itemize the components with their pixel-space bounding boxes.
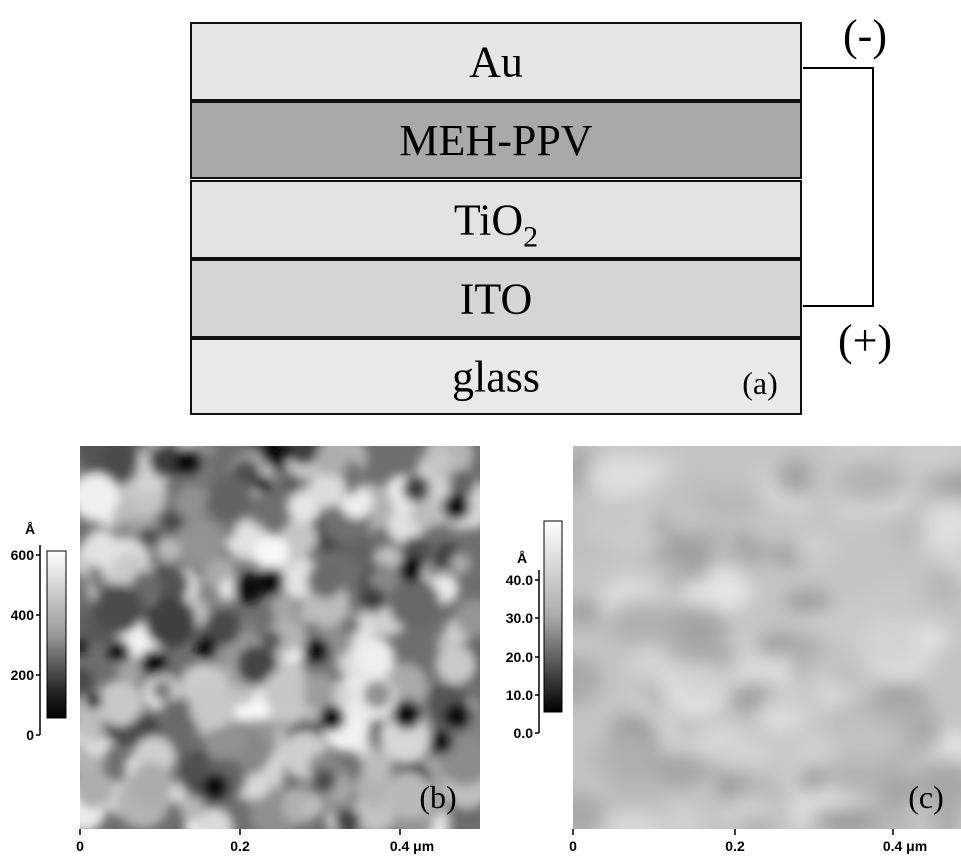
layer-name: ITO bbox=[460, 275, 533, 324]
figure: Au MEH-PPV TiO2 ITO glass (-) (+) (a) (b) (c… bbox=[0, 0, 961, 856]
colorbar-tick-label: 600 bbox=[11, 547, 35, 563]
panel-label: (a) bbox=[742, 365, 778, 401]
colorbar-tick-label: 20.0 bbox=[506, 649, 533, 665]
colorbar-tick-label: 0 bbox=[26, 727, 34, 743]
layer-name: glass bbox=[452, 353, 540, 402]
colorbar bbox=[544, 521, 562, 712]
x-tick-label: 0.4 μm bbox=[390, 838, 434, 854]
panel-label: (c) bbox=[908, 779, 944, 815]
colorbar-tick-label: 0.0 bbox=[514, 725, 534, 741]
layer-name: Au bbox=[469, 38, 523, 87]
layer-label: MEH-PPV bbox=[399, 116, 592, 165]
colorbar-tick-label: 200 bbox=[11, 667, 35, 683]
x-tick-label: 0.2 bbox=[725, 838, 745, 854]
colorbar-unit: Å bbox=[517, 550, 527, 566]
layer-label: ITO bbox=[460, 275, 533, 324]
colorbar-tick-label: 30.0 bbox=[506, 610, 533, 626]
colorbar bbox=[47, 551, 66, 718]
device-stack: Au MEH-PPV TiO2 ITO glass bbox=[191, 23, 801, 414]
colorbar-unit: Å bbox=[25, 521, 35, 537]
positive-terminal: (+) bbox=[838, 316, 892, 365]
panel-label: (b) bbox=[419, 779, 456, 815]
layer-name: TiO bbox=[454, 196, 523, 245]
layer-label: Au bbox=[469, 38, 523, 87]
layer-label: glass bbox=[452, 353, 540, 402]
colorbar-tick-label: 10.0 bbox=[506, 687, 533, 703]
x-tick-label: 0.4 μm bbox=[883, 838, 927, 854]
colorbar-tick-label: 40.0 bbox=[506, 572, 533, 588]
circuit-wire bbox=[803, 68, 873, 306]
x-tick-label: 0.2 bbox=[230, 838, 250, 854]
afm-image bbox=[544, 423, 961, 845]
negative-terminal: (-) bbox=[843, 11, 887, 60]
x-tick-label: 0 bbox=[569, 838, 577, 854]
layer-name: MEH-PPV bbox=[399, 116, 592, 165]
x-tick-label: 0 bbox=[76, 838, 84, 854]
layer-subscript: 2 bbox=[523, 221, 538, 254]
colorbar-tick-label: 400 bbox=[11, 607, 35, 623]
